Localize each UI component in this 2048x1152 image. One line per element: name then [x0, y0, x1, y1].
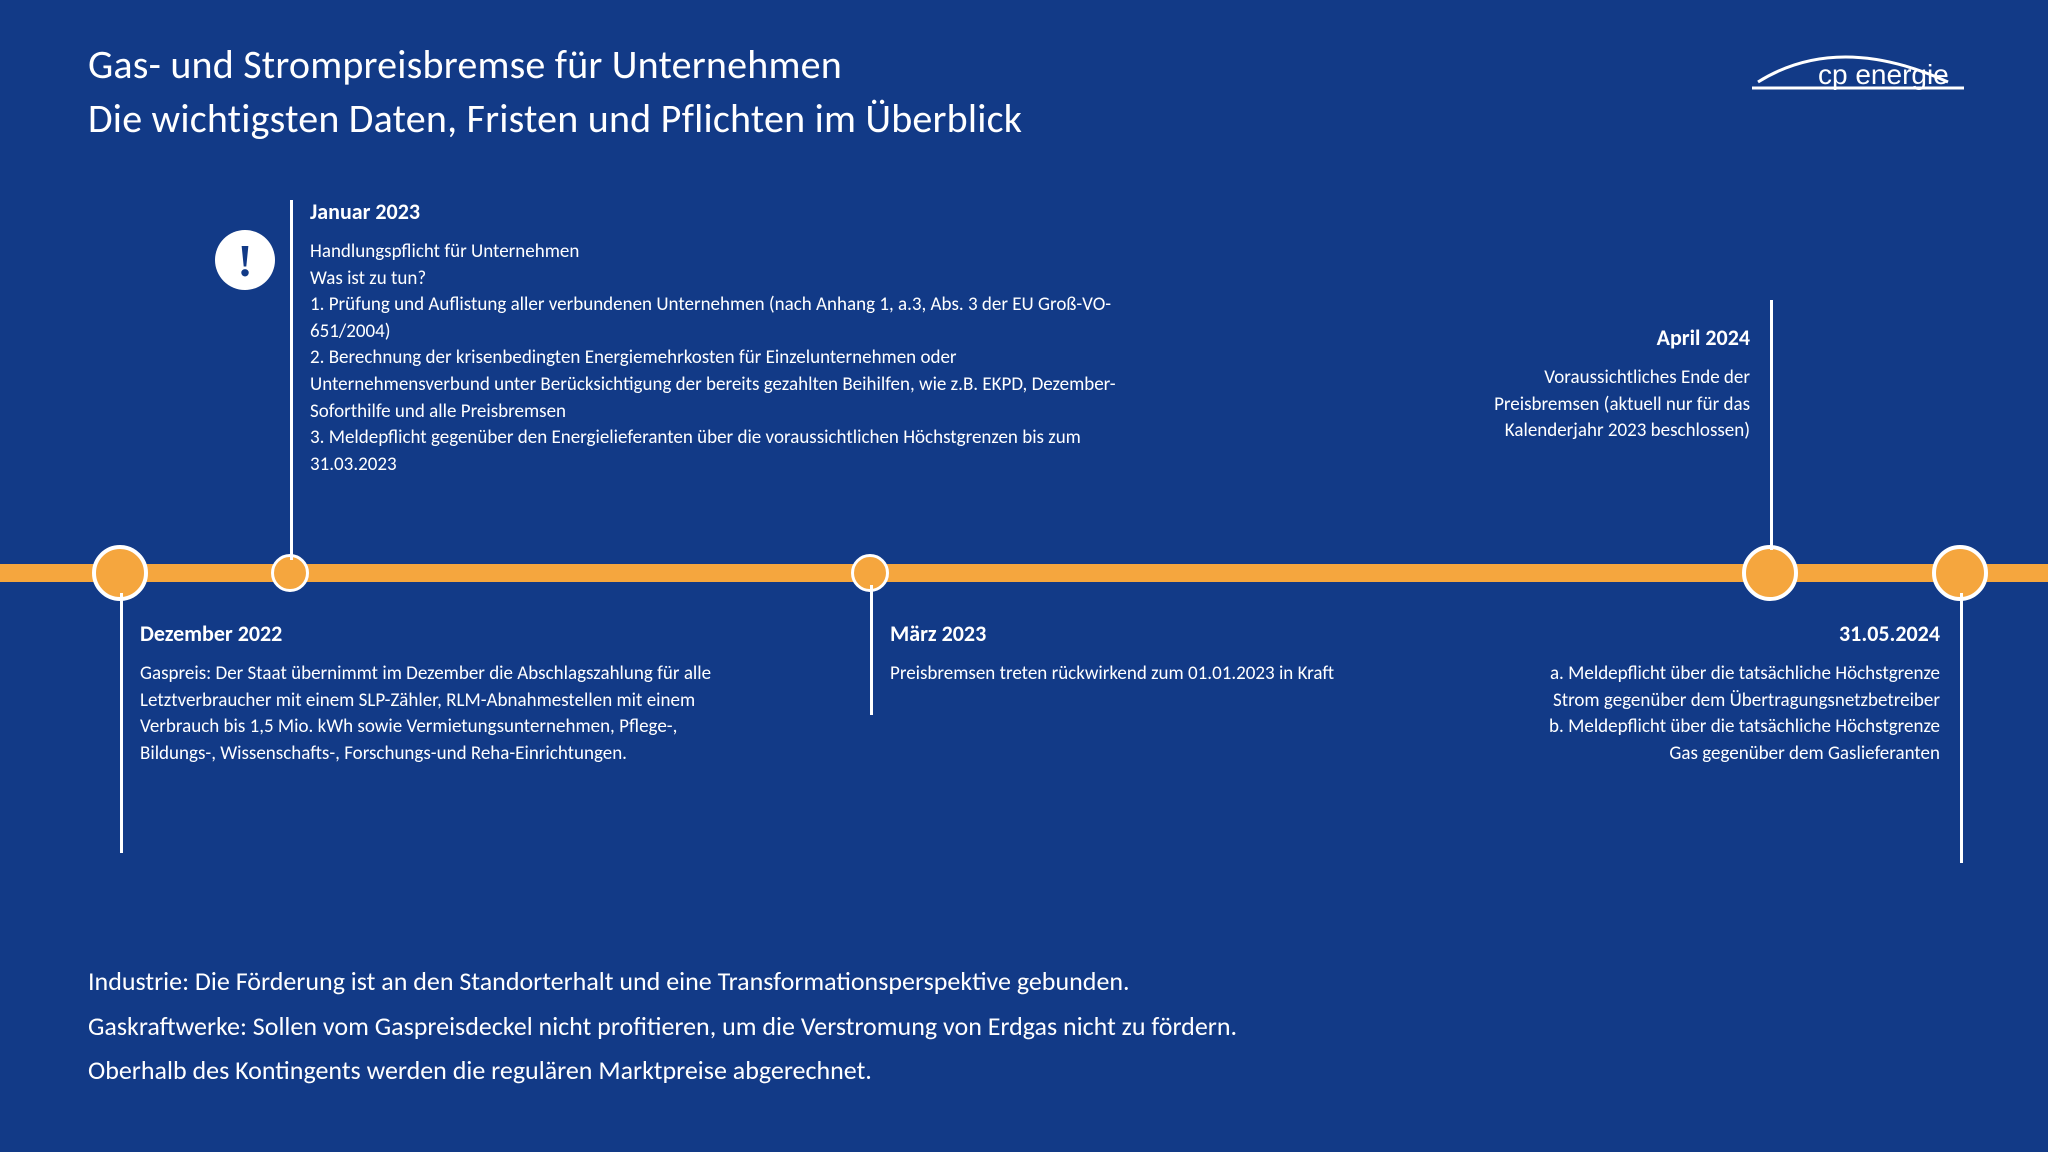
event-date: Dezember 2022 [140, 620, 720, 647]
event-jan2023: Januar 2023 Handlungspflicht für Unterne… [310, 198, 1130, 478]
event-body: Preisbremsen treten rückwirkend zum 01.0… [890, 661, 1410, 688]
event-date: März 2023 [890, 620, 1410, 647]
event-date: 31.05.2024 [1540, 620, 1940, 647]
title-line-2: Die wichtigsten Daten, Fristen und Pflic… [88, 92, 1960, 146]
event-apr2024: April 2024 Voraussichtliches Ende der Pr… [1470, 324, 1750, 445]
connector-dez2022 [120, 593, 123, 853]
connector-apr2024 [1770, 300, 1773, 550]
brand-logo: cp energie [1748, 40, 1968, 110]
event-dez2022: Dezember 2022 Gaspreis: Der Staat überni… [140, 620, 720, 767]
connector-jan2023 [290, 200, 293, 560]
event-body: a. Meldepflicht über die tatsächliche Hö… [1540, 661, 1940, 767]
connector-mai2024 [1960, 593, 1963, 863]
event-body: Voraussichtliches Ende der Preisbremsen … [1470, 365, 1750, 445]
event-mai2024: 31.05.2024 a. Meldepflicht über die tats… [1540, 620, 1940, 767]
logo-text: cp energie [1818, 59, 1949, 90]
event-date: Januar 2023 [310, 198, 1130, 225]
event-mar2023: März 2023 Preisbremsen treten rückwirken… [890, 620, 1410, 688]
event-body: Gaspreis: Der Staat übernimmt im Dezembe… [140, 661, 720, 767]
header: Gas- und Strompreisbremse für Unternehme… [88, 38, 1960, 146]
timeline-node-apr2024 [1742, 545, 1798, 601]
event-body: Handlungspflicht für Unternehmen Was ist… [310, 239, 1130, 478]
alert-icon: ! [215, 230, 275, 290]
footer-line-3: Oberhalb des Kontingents werden die regu… [88, 1048, 1960, 1092]
connector-mar2023 [870, 585, 873, 715]
footer-line-2: Gaskraftwerke: Sollen vom Gaspreisdeckel… [88, 1004, 1960, 1048]
footer-line-1: Industrie: Die Förderung ist an den Stan… [88, 959, 1960, 1003]
title-line-1: Gas- und Strompreisbremse für Unternehme… [88, 38, 1960, 92]
footer-notes: Industrie: Die Förderung ist an den Stan… [88, 959, 1960, 1092]
event-date: April 2024 [1470, 324, 1750, 351]
